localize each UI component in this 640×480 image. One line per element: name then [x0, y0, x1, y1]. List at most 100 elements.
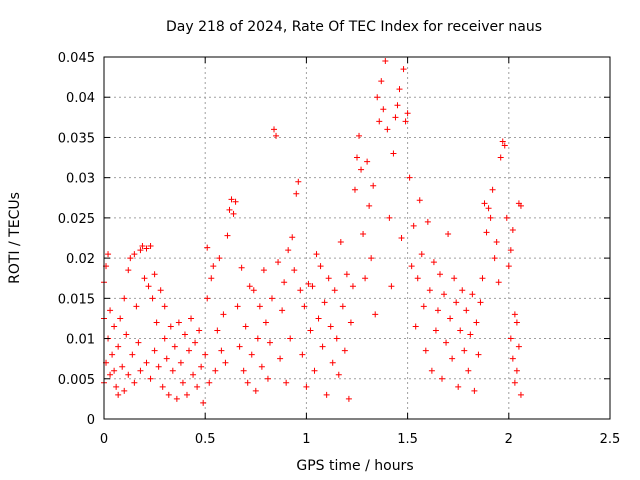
x-tick-label: 2: [505, 432, 513, 447]
data-point: [485, 205, 492, 212]
data-point: [117, 315, 124, 322]
data-point: [111, 323, 118, 330]
data-point: [208, 275, 215, 282]
data-point: [133, 303, 140, 310]
data-point: [499, 138, 506, 145]
data-point: [358, 166, 365, 173]
data-point: [396, 86, 403, 93]
data-point: [161, 303, 168, 310]
data-point: [212, 367, 219, 374]
data-point: [333, 335, 340, 342]
data-point: [228, 196, 235, 203]
data-point: [311, 367, 318, 374]
data-point: [317, 263, 324, 270]
data-point: [370, 182, 377, 189]
data-point: [507, 247, 514, 254]
data-point: [453, 299, 460, 306]
data-point: [345, 395, 352, 402]
axis-ticks: 0 0.5 1 1.5 2 2.5 0 0.005 0.01 0.015 0.02 0.025 0.03…: [58, 51, 621, 447]
data-point: [315, 315, 322, 322]
data-point: [186, 347, 193, 354]
data-point: [206, 379, 213, 386]
data-point: [214, 327, 221, 334]
data-point: [151, 347, 158, 354]
data-point: [505, 263, 512, 270]
data-point: [190, 371, 197, 378]
data-point: [487, 214, 494, 221]
y-axis-label: ROTI / TECUs: [7, 192, 23, 284]
data-point: [441, 291, 448, 298]
data-point: [408, 263, 415, 270]
data-point: [155, 363, 162, 370]
data-point: [129, 351, 136, 358]
y-tick-label: 0.02: [66, 252, 95, 267]
data-point: [204, 295, 211, 302]
data-point: [471, 387, 478, 394]
data-point: [236, 343, 243, 350]
data-point: [374, 94, 381, 101]
data-point: [234, 303, 241, 310]
data-point: [232, 198, 239, 205]
data-point: [509, 226, 516, 233]
data-point: [398, 235, 405, 241]
data-point: [121, 387, 128, 394]
data-point: [264, 375, 271, 382]
data-point: [143, 359, 150, 366]
grid: [104, 57, 610, 419]
data-point: [238, 264, 245, 271]
data-point: [125, 267, 132, 274]
data-point: [139, 243, 146, 250]
data-point: [266, 339, 273, 346]
data-point: [115, 343, 122, 350]
x-tick-label: 2.5: [600, 432, 621, 447]
data-point: [181, 331, 188, 338]
data-point: [356, 132, 363, 139]
data-point: [177, 359, 184, 366]
data-point: [432, 327, 439, 334]
data-point: [515, 343, 522, 350]
data-point: [218, 347, 225, 354]
data-point: [503, 214, 510, 221]
data-point: [489, 186, 496, 193]
data-point: [163, 355, 170, 362]
data-point: [226, 206, 233, 213]
data-point: [447, 315, 454, 322]
data-point: [285, 247, 292, 254]
data-point: [439, 375, 446, 382]
data-points: [101, 58, 524, 406]
data-point: [230, 210, 237, 217]
data-point: [147, 375, 154, 382]
data-point: [167, 323, 174, 330]
data-point: [364, 158, 371, 165]
data-point: [271, 126, 278, 133]
data-point: [451, 275, 458, 282]
data-point: [151, 271, 158, 278]
data-point: [321, 299, 328, 306]
data-point: [331, 287, 338, 294]
x-tick-label: 1: [302, 432, 310, 447]
data-point: [513, 367, 520, 374]
data-point: [246, 283, 253, 290]
data-point: [295, 178, 302, 185]
data-point: [483, 229, 490, 236]
data-point: [109, 351, 116, 358]
data-point: [171, 343, 178, 350]
data-point: [366, 202, 373, 209]
data-point: [175, 319, 182, 326]
data-point: [517, 202, 524, 209]
data-point: [495, 279, 502, 286]
data-point: [372, 311, 379, 318]
data-point: [194, 383, 201, 390]
data-point: [258, 363, 265, 370]
data-point: [279, 307, 286, 314]
data-point: [475, 351, 482, 358]
data-point: [169, 367, 176, 374]
data-point: [216, 255, 223, 262]
data-point: [479, 275, 486, 282]
x-tick-label: 1.5: [397, 432, 418, 447]
data-point: [509, 355, 516, 362]
data-point: [511, 311, 518, 318]
x-axis-label: GPS time / hours: [296, 458, 413, 474]
chart-title: Day 218 of 2024, Rate Of TEC Index for r…: [166, 19, 542, 35]
